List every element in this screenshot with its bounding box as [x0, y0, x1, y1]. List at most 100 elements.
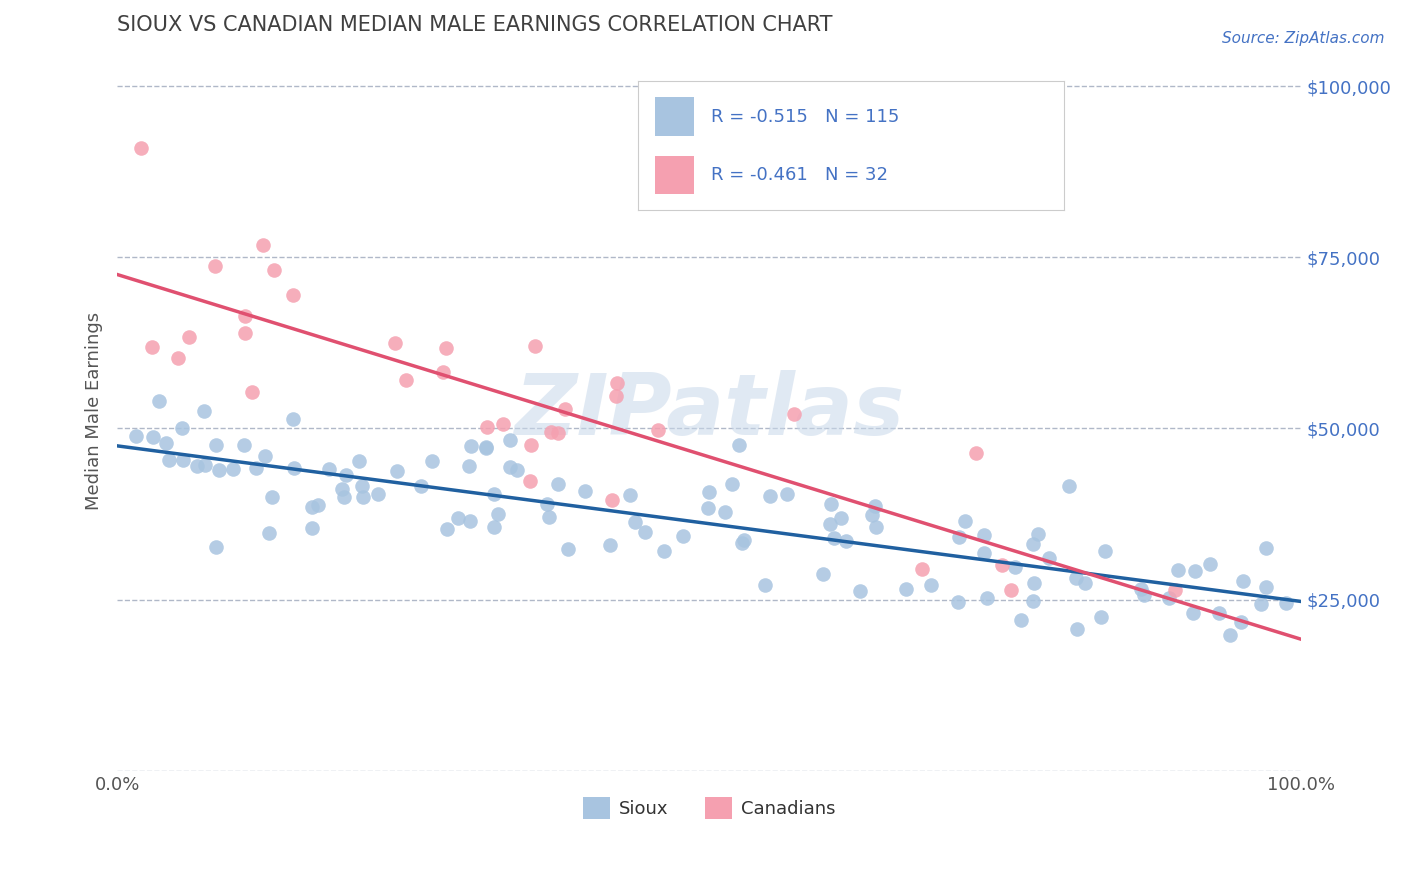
Point — [301, 520, 323, 534]
Point — [155, 436, 177, 450]
Point — [233, 326, 256, 340]
Point — [1133, 588, 1156, 602]
Point — [1094, 544, 1116, 558]
Point — [318, 462, 340, 476]
Point — [124, 429, 146, 443]
Point — [395, 373, 418, 387]
Point — [205, 540, 228, 554]
Point — [754, 578, 776, 592]
Point — [1024, 575, 1046, 590]
Point — [990, 558, 1012, 573]
Point — [714, 505, 737, 519]
Point — [863, 500, 886, 514]
Point — [830, 510, 852, 524]
Point — [208, 463, 231, 477]
Point — [538, 510, 561, 524]
Point — [848, 584, 870, 599]
Point — [1254, 580, 1277, 594]
Point — [307, 498, 329, 512]
Point — [536, 497, 558, 511]
Point — [1254, 541, 1277, 555]
Point — [235, 309, 257, 323]
Point — [776, 487, 799, 501]
Point — [129, 141, 152, 155]
Point — [910, 562, 932, 576]
Point — [157, 453, 180, 467]
Point — [721, 477, 744, 491]
Point — [599, 538, 621, 552]
Point — [194, 458, 217, 472]
Point — [1250, 597, 1272, 611]
Point — [193, 404, 215, 418]
Point — [172, 453, 194, 467]
Point — [347, 453, 370, 467]
Point — [605, 389, 627, 403]
Point — [474, 440, 496, 454]
Point — [731, 536, 754, 550]
Point — [894, 582, 917, 596]
Point — [652, 544, 675, 558]
Point — [953, 514, 976, 528]
Point — [148, 394, 170, 409]
Point — [434, 341, 457, 355]
Point — [240, 385, 263, 400]
Point — [624, 516, 647, 530]
Point — [547, 476, 569, 491]
Point — [1010, 613, 1032, 627]
Point — [783, 407, 806, 421]
Point — [262, 490, 284, 504]
Point — [973, 546, 995, 560]
Point — [813, 566, 835, 581]
Point — [823, 531, 845, 545]
Point — [820, 497, 842, 511]
Point — [520, 437, 543, 451]
Point — [475, 441, 498, 455]
Point — [432, 365, 454, 379]
Point — [946, 595, 969, 609]
Point — [482, 519, 505, 533]
Point — [523, 338, 546, 352]
Point — [1157, 591, 1180, 606]
Point — [387, 464, 409, 478]
Point — [547, 425, 569, 440]
Point — [411, 479, 433, 493]
Point — [540, 425, 562, 439]
Point — [1066, 622, 1088, 636]
Point — [506, 463, 529, 477]
Point — [727, 438, 749, 452]
Point — [352, 490, 374, 504]
Point — [232, 438, 254, 452]
Point — [484, 487, 506, 501]
Point — [602, 493, 624, 508]
Point — [499, 460, 522, 475]
Point — [1090, 610, 1112, 624]
Point — [460, 514, 482, 528]
Point — [860, 508, 883, 523]
Point — [436, 522, 458, 536]
Point — [733, 533, 755, 547]
Point — [965, 446, 987, 460]
Point — [1129, 582, 1152, 596]
Point — [554, 401, 576, 416]
Point — [491, 417, 513, 431]
Point — [335, 467, 357, 482]
Point — [1022, 537, 1045, 551]
Point — [460, 439, 482, 453]
Point — [384, 336, 406, 351]
Point — [205, 437, 228, 451]
Point — [330, 483, 353, 497]
Point — [865, 519, 887, 533]
Text: Source: ZipAtlas.com: Source: ZipAtlas.com — [1222, 31, 1385, 46]
Point — [1074, 576, 1097, 591]
Point — [1219, 628, 1241, 642]
Point — [283, 461, 305, 475]
Point — [486, 507, 509, 521]
Point — [557, 542, 579, 557]
Point — [422, 454, 444, 468]
Point — [1026, 526, 1049, 541]
Point — [1004, 559, 1026, 574]
Point — [619, 488, 641, 502]
Point — [1000, 583, 1022, 598]
Point — [1167, 563, 1189, 577]
Point — [477, 420, 499, 434]
